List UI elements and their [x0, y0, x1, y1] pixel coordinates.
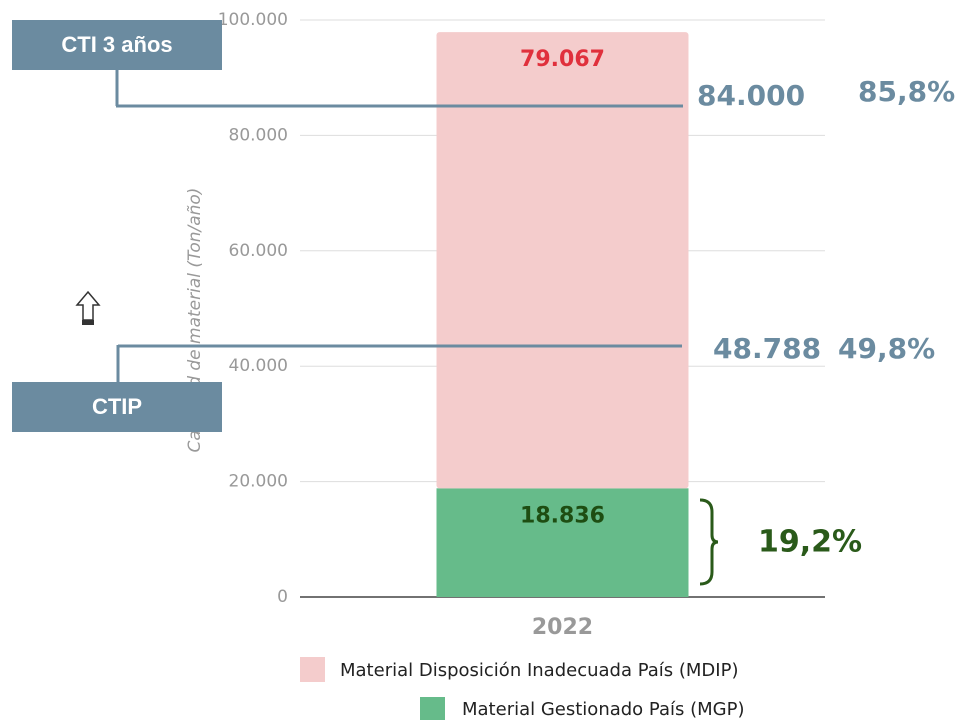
- annotation-share: 49,8%: [838, 332, 935, 365]
- arrow-icon: [75, 290, 101, 325]
- data-label: 79.067: [520, 47, 605, 72]
- y-tick-label: 40.000: [229, 356, 288, 376]
- legend-label: Material Gestionado País (MGP): [462, 699, 744, 720]
- y-tick-label: 60.000: [229, 241, 288, 261]
- plot-area: 0 20.000 40.000 60.000 80.000 100.000 2022 18.8…: [218, 10, 825, 640]
- annotation-label: CTI 3 años: [61, 32, 172, 57]
- legend-label: Material Disposición Inadecuada País (MD…: [340, 660, 738, 681]
- y-tick-label: 0: [277, 587, 288, 607]
- annotation-box: [12, 20, 222, 70]
- annotation-box: [12, 382, 222, 432]
- annotation-label: CTIP: [92, 394, 142, 419]
- mgp-share: 19,2%: [758, 525, 862, 560]
- annotation-amount: 48.788: [713, 332, 821, 365]
- x-tick-label: 2022: [532, 615, 593, 640]
- annotation-share: 85,8%: [858, 75, 955, 108]
- data-label: 18.836: [520, 503, 605, 528]
- brace: [699, 498, 719, 586]
- legend-swatch: [300, 657, 325, 682]
- legend-swatch: [420, 697, 445, 720]
- y-tick-label: 20.000: [229, 472, 288, 492]
- legend: Material Gestionado País (MGP) Material D…: [300, 657, 744, 720]
- bar-segment: [436, 488, 689, 597]
- annotation-amount: 84.000: [697, 79, 805, 112]
- y-tick-label: 100.000: [218, 10, 288, 30]
- y-tick-label: 80.000: [229, 125, 288, 145]
- bar-segment: [436, 32, 689, 489]
